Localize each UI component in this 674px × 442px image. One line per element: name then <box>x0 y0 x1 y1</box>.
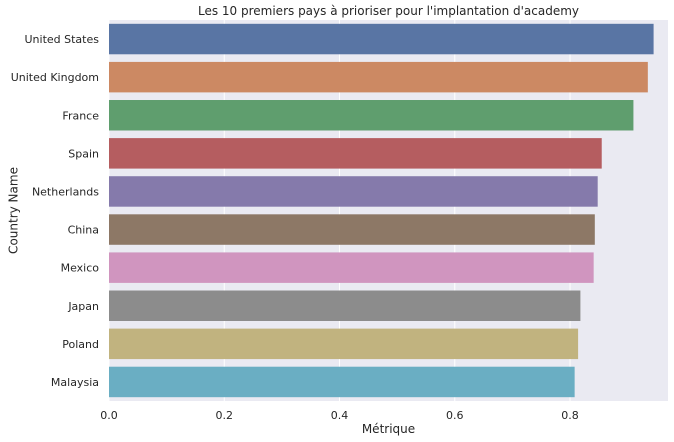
bar-mexico <box>109 252 594 283</box>
y-tick-label: Mexico <box>61 262 100 275</box>
y-tick-label: Netherlands <box>32 185 99 198</box>
bar-france <box>109 100 634 131</box>
bar-china <box>109 214 595 245</box>
bar-united-states <box>109 23 654 55</box>
y-tick-label: China <box>68 224 99 237</box>
x-tick-label: 0.4 <box>331 409 349 422</box>
bar-japan <box>109 290 581 321</box>
y-axis-label: Country Name <box>7 167 21 254</box>
bar-netherlands <box>109 176 598 207</box>
x-tick-label: 0.8 <box>561 409 579 422</box>
x-tick-label: 0.0 <box>100 409 118 422</box>
y-tick-label: Japan <box>67 300 99 313</box>
y-tick-labels: United States United Kingdom France Spain Ne… <box>11 33 100 389</box>
x-tick-label: 0.2 <box>216 409 234 422</box>
x-tick-label: 0.6 <box>446 409 464 422</box>
x-tick-labels: 0.0 0.2 0.4 0.6 0.8 <box>100 409 579 422</box>
bars <box>109 23 654 398</box>
bar-spain <box>109 138 602 169</box>
y-tick-label: Malaysia <box>51 376 99 389</box>
y-tick-label: United Kingdom <box>11 71 99 84</box>
y-tick-label: France <box>62 109 99 122</box>
bar-united-kingdom <box>109 61 648 93</box>
y-tick-label: United States <box>25 33 100 46</box>
chart-title: Les 10 premiers pays à prioriser pour l'… <box>198 4 579 18</box>
y-tick-label: Poland <box>62 338 99 351</box>
bar-poland <box>109 328 579 360</box>
y-tick-label: Spain <box>68 147 99 160</box>
bar-malaysia <box>109 366 575 398</box>
x-axis-label: Métrique <box>362 422 415 436</box>
